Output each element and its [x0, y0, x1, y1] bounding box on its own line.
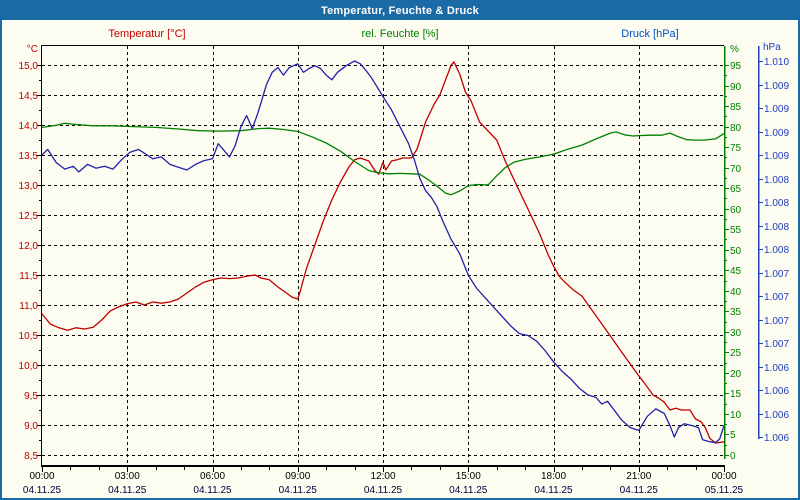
tick-label: 1.007 [764, 292, 789, 303]
window-title-bar: Temperatur, Feuchte & Druck [2, 2, 798, 20]
tick-label: 12,0 [19, 241, 39, 252]
tick-label: 1.007 [764, 339, 789, 350]
tick-label: 1.009 [764, 128, 789, 139]
tick-label: 11,5 [19, 271, 38, 282]
tick-label: 04.11.25 [193, 485, 232, 496]
tick-label: 18:00 [541, 471, 566, 482]
tick-label: 04.11.25 [279, 485, 318, 496]
tick-label: 95 [730, 61, 742, 72]
tick-label: 1.006 [764, 363, 789, 374]
tick-label: 1.008 [764, 175, 789, 186]
tick-label: 9,0 [24, 421, 38, 432]
series-line-hum [41, 122, 725, 196]
tick-label: 10,0 [19, 361, 39, 372]
tick-label: 04.11.25 [534, 485, 573, 496]
tick-label: 55 [730, 225, 742, 236]
tick-label: 1.008 [764, 198, 789, 209]
tick-label: 06:00 [200, 471, 225, 482]
tick-label: 65 [730, 184, 742, 195]
tick-label: 1.009 [764, 151, 789, 162]
tick-label: °C [27, 44, 38, 55]
tick-label: 04.11.25 [23, 485, 62, 496]
tick-label: 04.11.25 [449, 485, 488, 496]
tick-label: 15,0 [19, 61, 39, 72]
temperature-axis-title: Temperatur [°C] [108, 28, 186, 40]
tick-label: 12,5 [19, 211, 39, 222]
tick-label: 0 [730, 451, 736, 462]
tick-label: 13,5 [19, 151, 39, 162]
tick-label: 90 [730, 82, 742, 93]
tick-label: 15 [730, 389, 742, 400]
tick-label: 11,0 [19, 301, 38, 312]
tick-label: 1.009 [764, 81, 789, 92]
tick-label: 1.010 [764, 57, 789, 68]
tick-label: 40 [730, 287, 742, 298]
tick-label: hPa [763, 42, 781, 53]
tick-label: 03:00 [115, 471, 140, 482]
tick-label: 04.11.25 [620, 485, 659, 496]
tick-label: 1.006 [764, 433, 789, 444]
tick-label: 21:00 [626, 471, 651, 482]
window-title: Temperatur, Feuchte & Druck [320, 5, 479, 17]
tick-label: 25 [730, 348, 742, 359]
tick-label: 75 [730, 143, 742, 154]
tick-label: 14,5 [19, 91, 39, 102]
tick-label: 8,5 [24, 451, 38, 462]
tick-label: 1.008 [764, 222, 789, 233]
tick-label: 60 [730, 205, 742, 216]
tick-label: 20 [730, 369, 742, 380]
tick-label: 04.11.25 [108, 485, 147, 496]
pressure-axis-title: Druck [hPa] [621, 28, 679, 40]
series-line-pres [41, 60, 725, 444]
tick-label: 1.006 [764, 386, 789, 397]
tick-label: 85 [730, 102, 742, 113]
tick-label: 12:00 [370, 471, 395, 482]
tick-label: 13,0 [19, 181, 39, 192]
tick-label: 1.007 [764, 316, 789, 327]
tick-label: 50 [730, 246, 742, 257]
tick-label: 00:00 [29, 471, 54, 482]
tick-label: 04.11.25 [364, 485, 403, 496]
tick-label: 9,5 [24, 391, 38, 402]
tick-label: 70 [730, 164, 742, 175]
tick-label: 09:00 [285, 471, 310, 482]
humidity-axis-title: rel. Feuchte [%] [361, 28, 439, 40]
tick-label: 1.009 [764, 104, 789, 115]
tick-label: 45 [730, 266, 742, 277]
tick-label: 5 [730, 430, 736, 441]
series-line-temp [41, 61, 725, 444]
tick-label: 1.006 [764, 410, 789, 421]
tick-label: 15:00 [456, 471, 481, 482]
tick-label: 10 [730, 410, 742, 421]
tick-label: % [730, 44, 739, 55]
tick-label: 10,5 [19, 331, 39, 342]
tick-label: 00:00 [711, 471, 736, 482]
tick-label: 1.007 [764, 269, 789, 280]
tick-label: 80 [730, 123, 742, 134]
tick-label: 1.008 [764, 245, 789, 256]
tick-label: 14,0 [19, 121, 39, 132]
tick-label: 05.11.25 [705, 485, 744, 496]
tick-label: 30 [730, 328, 742, 339]
tick-label: 35 [730, 307, 742, 318]
